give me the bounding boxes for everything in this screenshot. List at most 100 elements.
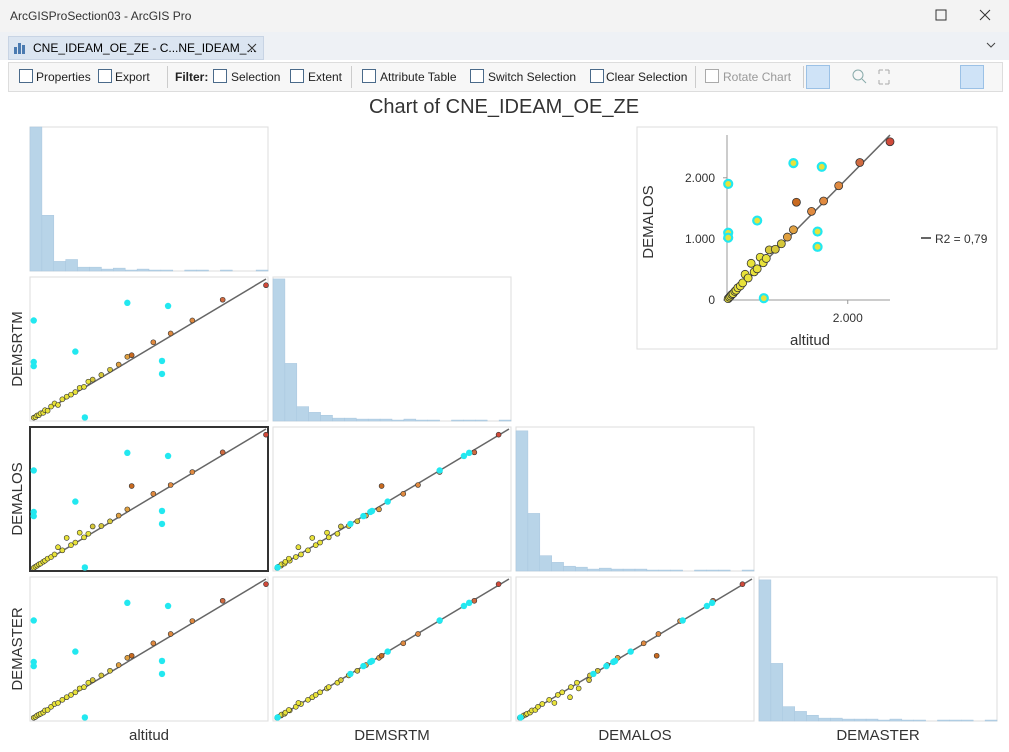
point: [167, 631, 174, 637]
histogram-bar: [427, 419, 440, 422]
selected-point: [611, 657, 619, 665]
histogram-bar: [284, 363, 298, 422]
point: [539, 701, 546, 707]
point: [107, 518, 113, 525]
histogram-bar: [646, 569, 660, 572]
y-tick-label: 1.000: [685, 232, 715, 246]
export-button[interactable]: Export: [115, 70, 150, 84]
point: [68, 542, 74, 548]
histogram-bar: [794, 711, 807, 722]
histogram-bar: [527, 513, 541, 572]
point: [85, 679, 92, 686]
selected-point: [708, 599, 716, 607]
switch-selection-button[interactable]: Switch Selection: [488, 70, 577, 84]
selected-point: [436, 617, 443, 624]
histogram-bar: [220, 269, 233, 272]
chart-tab[interactable]: CNE_IDEAM_OE_ZE - C...NE_IDEAM_...: [8, 36, 264, 60]
close-button[interactable]: [979, 9, 991, 21]
point: [189, 618, 196, 624]
point: [72, 539, 79, 546]
histogram-bar: [587, 568, 600, 572]
extent-filter-button[interactable]: Extent: [308, 70, 343, 84]
point: [495, 431, 502, 438]
histogram-bar: [344, 417, 357, 422]
selected-point: [124, 449, 131, 457]
selected-point: [812, 241, 823, 252]
point: [739, 581, 746, 587]
zoom-tools[interactable]: [851, 68, 891, 86]
point: [167, 330, 174, 337]
tab-menu[interactable]: [986, 41, 996, 49]
row-label: DEMASTER: [9, 607, 26, 691]
selected-point: [164, 302, 172, 310]
point: [568, 684, 574, 690]
point: [59, 697, 66, 703]
histogram-bar: [937, 719, 950, 722]
attribute-table-button[interactable]: Attribute Table: [380, 70, 457, 84]
selected-point: [360, 662, 367, 670]
window-title: ArcGISProSection03 - ArcGIS Pro: [10, 9, 192, 23]
point: [378, 652, 385, 659]
rotate-chart-button[interactable]: Rotate Chart: [723, 70, 792, 84]
selected-point: [158, 507, 166, 515]
point: [128, 652, 135, 659]
point: [555, 692, 561, 698]
point: [107, 366, 113, 373]
point: [746, 258, 756, 268]
histogram-bar: [865, 718, 879, 722]
point: [834, 181, 844, 191]
extent-icon: [290, 69, 304, 83]
legend-label: R2 = 0,79: [935, 232, 988, 246]
selected-point: [124, 599, 131, 607]
histogram-bar: [758, 579, 772, 722]
point: [219, 597, 226, 604]
histogram-bar: [694, 569, 707, 572]
point: [400, 640, 407, 647]
point: [305, 697, 311, 703]
point: [115, 512, 122, 519]
point: [295, 544, 302, 551]
point: [286, 707, 292, 713]
column-label: DEMALOS: [598, 727, 671, 744]
window-controls[interactable]: [930, 8, 1000, 24]
histogram-bar: [160, 269, 174, 272]
matrix-cell: [758, 576, 998, 722]
point: [338, 677, 344, 683]
point: [535, 704, 541, 710]
selection-filter-button[interactable]: Selection: [231, 70, 281, 84]
properties-icon: [19, 69, 33, 83]
selected-point: [158, 357, 166, 365]
selected-point: [30, 617, 37, 624]
histogram-bar: [113, 267, 126, 272]
histogram-bar: [320, 414, 333, 422]
point: [761, 254, 771, 263]
selected-point: [347, 670, 354, 678]
point: [150, 640, 157, 647]
point: [378, 483, 385, 489]
clear-selection-button[interactable]: Clear Selection: [606, 70, 688, 84]
row-label: DEMALOS: [9, 462, 26, 535]
x-axis-label: altitud: [790, 332, 830, 349]
rotate-icon: [705, 69, 719, 83]
point: [55, 544, 61, 551]
properties-button[interactable]: Properties: [36, 70, 91, 84]
histogram-bar: [77, 266, 90, 272]
maximize-button[interactable]: [935, 9, 947, 21]
separator: [167, 66, 168, 88]
selected-point: [72, 348, 79, 355]
point: [89, 376, 96, 383]
tab-close[interactable]: [247, 43, 257, 53]
select-tool[interactable]: [806, 65, 830, 89]
histogram-bar: [599, 567, 612, 572]
table-icon: [362, 69, 376, 83]
point: [128, 483, 135, 489]
point: [98, 372, 105, 378]
point: [354, 667, 361, 674]
histogram-bar: [451, 419, 464, 422]
y-axis-label: DEMALOS: [640, 185, 657, 258]
chart-properties-toggle[interactable]: [960, 65, 984, 89]
histogram-bar: [379, 418, 393, 422]
selected-point: [30, 662, 37, 670]
point: [594, 667, 601, 674]
point: [312, 542, 319, 548]
